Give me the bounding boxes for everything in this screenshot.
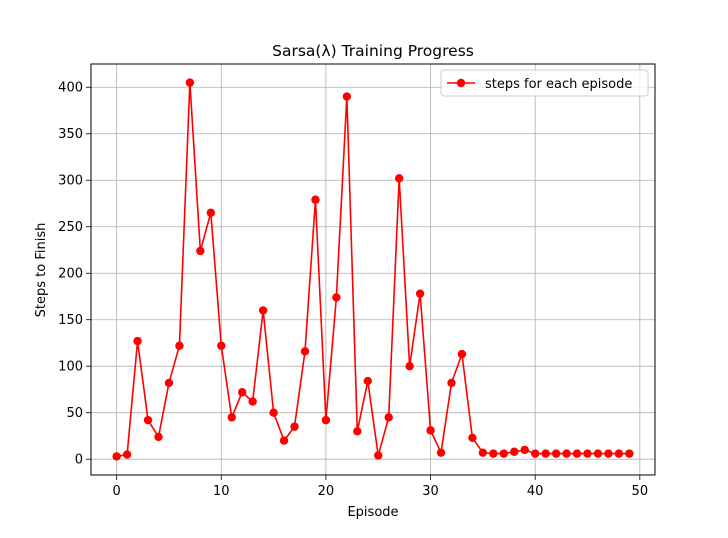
y-tick-label: 400	[58, 81, 83, 96]
y-tick-label: 250	[58, 220, 83, 235]
data-point	[604, 449, 613, 458]
data-point	[342, 92, 352, 101]
y-tick-label: 50	[66, 406, 83, 421]
chart-title: Sarsa(λ) Training Progress	[272, 42, 474, 60]
data-point	[248, 397, 257, 406]
x-tick-label: 10	[213, 484, 230, 499]
y-tick-label: 300	[58, 174, 83, 189]
y-tick-label: 0	[75, 453, 83, 468]
data-point	[154, 432, 163, 442]
series-layer	[112, 78, 634, 461]
plot-frame	[90, 63, 656, 476]
data-point	[185, 78, 195, 87]
legend: steps for each episode	[440, 69, 649, 97]
x-tick-label: 40	[527, 484, 544, 499]
series-line	[116, 81, 630, 458]
data-point	[583, 449, 592, 458]
data-point	[394, 174, 404, 183]
data-point	[279, 436, 289, 445]
grid-layer	[91, 64, 655, 475]
x-axis-label: Episode	[347, 505, 398, 520]
data-point	[164, 378, 174, 388]
data-point	[363, 376, 372, 386]
data-point	[112, 452, 121, 461]
data-point	[572, 449, 582, 458]
tick-layer: 0 10 20 30 40 50 0 50 100 150 200 250 300 350 400	[58, 81, 648, 499]
data-point	[206, 208, 216, 217]
data-point	[384, 413, 393, 422]
data-point	[269, 408, 278, 417]
x-tick-label: 20	[318, 484, 335, 499]
data-point	[405, 362, 414, 371]
data-point	[321, 415, 331, 425]
data-point	[196, 246, 205, 256]
data-point	[530, 449, 540, 458]
data-point	[227, 413, 236, 422]
x-tick-label: 30	[422, 484, 439, 499]
y-axis-label: Steps to Finish	[34, 223, 49, 318]
x-tick-label: 0	[112, 484, 120, 499]
data-point	[426, 426, 435, 435]
data-point	[510, 447, 519, 456]
data-point	[374, 451, 383, 460]
data-point	[614, 449, 624, 458]
data-point	[175, 341, 184, 350]
data-point	[551, 449, 561, 458]
data-point	[332, 293, 341, 302]
data-point	[217, 341, 226, 350]
y-tick-label: 350	[58, 127, 83, 142]
data-point	[625, 449, 634, 458]
data-point	[311, 195, 320, 204]
legend-box	[440, 69, 649, 97]
data-point	[238, 388, 247, 397]
data-point	[457, 349, 467, 359]
y-tick-label: 200	[58, 267, 83, 282]
data-point	[436, 448, 446, 457]
data-point	[300, 347, 310, 356]
legend-marker-swatch	[456, 78, 466, 88]
data-point	[290, 422, 299, 431]
data-point	[143, 415, 153, 425]
data-point	[520, 445, 529, 455]
x-tick-label: 50	[632, 484, 649, 499]
data-point	[593, 449, 603, 458]
data-point	[447, 378, 456, 388]
data-point	[541, 449, 550, 458]
data-point	[122, 450, 132, 459]
data-point	[353, 427, 362, 436]
legend-label: steps for each episode	[485, 77, 632, 92]
data-point	[258, 306, 268, 315]
data-point	[562, 449, 571, 458]
data-point	[499, 449, 508, 458]
y-tick-label: 100	[58, 360, 83, 375]
y-tick-label: 150	[58, 313, 83, 328]
data-point	[478, 448, 488, 457]
data-point	[489, 449, 498, 458]
data-point	[133, 336, 142, 346]
data-point	[415, 289, 425, 298]
data-point	[468, 433, 477, 443]
